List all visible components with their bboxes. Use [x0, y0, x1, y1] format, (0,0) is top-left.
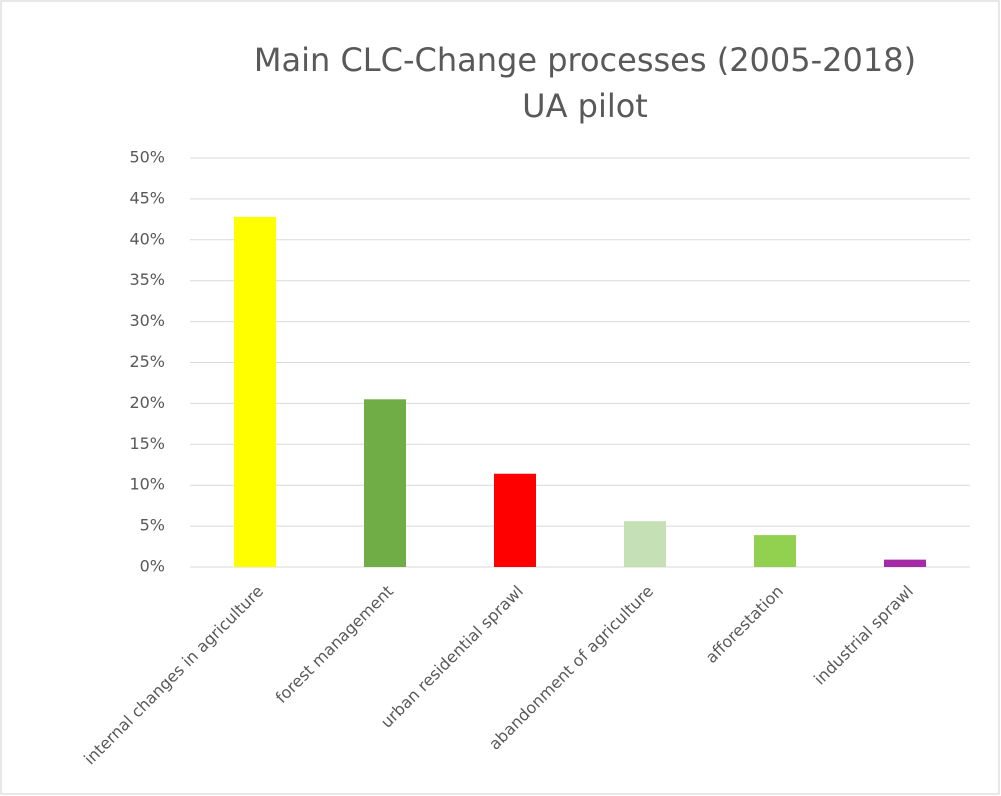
chart-subtitle: UA pilot — [522, 87, 648, 125]
bar — [234, 216, 276, 567]
y-tick-label: 15% — [129, 434, 165, 453]
y-tick-label: 25% — [129, 352, 165, 371]
y-tick-label: 50% — [129, 148, 165, 167]
y-tick-label: 35% — [129, 270, 165, 289]
y-tick-label: 45% — [129, 188, 165, 207]
y-tick-label: 20% — [129, 393, 165, 412]
chart-title: Main CLC-Change processes (2005-2018) — [254, 41, 916, 79]
bar — [884, 559, 926, 567]
bar — [494, 473, 536, 567]
y-tick-label: 0% — [140, 557, 165, 576]
y-tick-label: 5% — [140, 516, 165, 535]
y-tick-label: 40% — [129, 229, 165, 248]
y-tick-label: 30% — [129, 311, 165, 330]
bar — [364, 399, 406, 567]
bar — [754, 535, 796, 567]
y-tick-label: 10% — [129, 475, 165, 494]
bar — [624, 521, 666, 567]
